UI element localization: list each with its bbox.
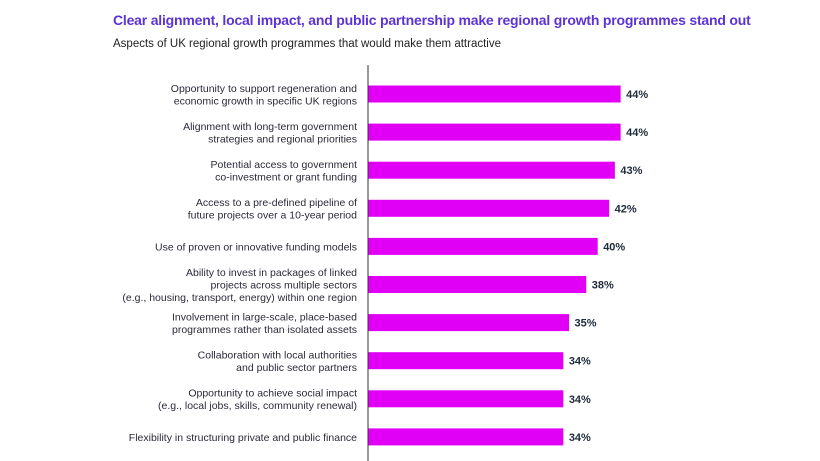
category-label: Potential access to government co-investm…	[211, 159, 358, 184]
category-label: Ability to invest in packages of linked p…	[122, 267, 357, 304]
category-label-line: Flexibility in structuring private and p…	[129, 432, 357, 444]
category-label-line: Potential access to government	[211, 159, 358, 171]
data-label: 40%	[603, 241, 625, 253]
data-label: 43%	[620, 165, 642, 177]
category-label: Opportunity to achieve social impact (e.g…	[158, 388, 357, 413]
category-label-line: co-investment or grant funding	[215, 171, 357, 183]
category-label: Opportunity to support regeneration and e…	[171, 83, 357, 108]
bar	[368, 314, 570, 332]
data-label: 38%	[592, 280, 614, 292]
data-label: 42%	[615, 203, 637, 215]
data-label: 34%	[569, 432, 591, 444]
category-label: Use of proven or innovative funding mode…	[155, 241, 357, 253]
category-label-line: programmes rather than isolated assets	[172, 324, 357, 336]
bar	[368, 161, 615, 179]
category-label-line: Involvement in large-scale, place-based	[172, 311, 357, 323]
category-label-line: projects across multiple sectors	[211, 280, 357, 292]
bar	[368, 428, 564, 446]
data-label: 34%	[569, 394, 591, 406]
category-label-line: (e.g., local jobs, skills, community ren…	[158, 400, 357, 412]
bar	[368, 85, 621, 103]
data-label: 44%	[626, 89, 648, 101]
category-label-line: Opportunity to support regeneration and	[171, 83, 357, 95]
category-label-line: economic growth in specific UK regions	[174, 95, 357, 107]
bar	[368, 237, 598, 255]
bar	[368, 352, 564, 370]
category-label: Alignment with long-term government strat…	[183, 121, 357, 146]
category-label-line: strategies and regional priorities	[208, 133, 357, 145]
category-label: Collaboration with local authorities and …	[198, 349, 357, 374]
category-label-line: Collaboration with local authorities	[198, 349, 357, 361]
category-label: Access to a pre-defined pipeline of futur…	[188, 197, 357, 222]
chart-subtitle: Aspects of UK regional growth programmes…	[113, 38, 501, 50]
category-label: Flexibility in structuring private and p…	[129, 432, 357, 444]
category-label-line: Ability to invest in packages of linked	[186, 267, 357, 279]
category-label-line: Access to a pre-defined pipeline of	[196, 197, 357, 209]
bar	[368, 390, 564, 408]
data-label: 44%	[626, 127, 648, 139]
bar	[368, 276, 587, 293]
category-label-line: future projects over a 10-year period	[188, 210, 357, 222]
bar	[368, 123, 621, 141]
category-label-line: Use of proven or innovative funding mode…	[155, 241, 357, 253]
data-label: 34%	[569, 356, 591, 368]
category-label-line: and public sector partners	[236, 362, 357, 374]
data-label: 35%	[575, 318, 597, 330]
category-label-line: Alignment with long-term government	[183, 121, 357, 133]
category-label-line: Opportunity to achieve social impact	[188, 388, 357, 400]
category-label-line: (e.g., housing, transport, energy) withi…	[122, 292, 357, 304]
bar	[368, 199, 610, 217]
category-label: Involvement in large-scale, place-based p…	[172, 311, 357, 336]
chart-title: Clear alignment, local impact, and publi…	[113, 12, 751, 28]
